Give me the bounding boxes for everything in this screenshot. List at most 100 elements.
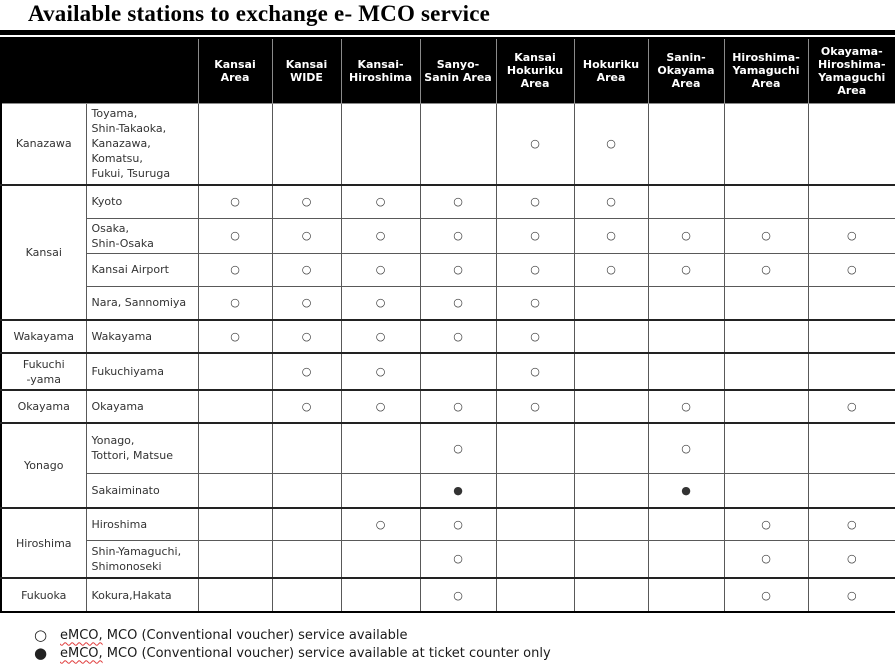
table-row: Hiroshima Hiroshima ○ ○ ○ ○ (0, 507, 895, 579)
column-header-kansai-area: Kansai Area (197, 37, 273, 104)
empty-mark-cell (807, 319, 895, 354)
open-circle-mark: ○ (573, 217, 649, 254)
open-circle-mark: ○ (419, 285, 497, 321)
legend-text: eMCO, MCO (Conventional voucher) service… (60, 646, 551, 661)
empty-mark-cell (271, 422, 342, 474)
station-cell: Sakaiminato (85, 472, 199, 509)
empty-mark-cell (573, 389, 649, 424)
empty-mark-cell (271, 102, 342, 186)
station-cell: Shin-Yamaguchi, Shimonoseki (85, 539, 199, 579)
empty-mark-cell (807, 422, 895, 474)
column-header-kansai-hiroshima: Kansai-Hiroshima (340, 37, 421, 104)
legend-text: eMCO, MCO (Conventional voucher) service… (60, 628, 408, 643)
empty-mark-cell (271, 472, 342, 509)
empty-mark-cell (647, 184, 725, 219)
station-availability-table: Kansai Area Kansai WIDE Kansai-Hiroshima… (0, 37, 895, 613)
open-circle-mark: ○ (807, 507, 895, 541)
open-circle-mark: ○ (340, 389, 421, 424)
open-circle-mark: ○ (495, 184, 575, 219)
empty-mark-cell (340, 472, 421, 509)
empty-mark-cell (197, 472, 273, 509)
empty-mark-cell (573, 472, 649, 509)
open-circle-mark: ○ (807, 389, 895, 424)
open-circle-mark: ○ (807, 577, 895, 613)
group-label-cell: Okayama (0, 389, 87, 424)
empty-mark-cell (271, 577, 342, 613)
open-circle-mark: ○ (340, 252, 421, 287)
empty-mark-cell (419, 352, 497, 391)
station-cell: Nara, Sannomiya (85, 285, 199, 321)
station-cell: Kyoto (85, 184, 199, 219)
open-circle-mark: ○ (419, 217, 497, 254)
legend-text-prefix: eMCO, (60, 645, 103, 661)
open-circle-mark: ○ (573, 102, 649, 186)
empty-mark-cell (723, 422, 809, 474)
empty-mark-cell (271, 507, 342, 541)
open-circle-mark: ○ (340, 184, 421, 219)
group-label-cell: Kansai (0, 184, 87, 321)
open-circle-mark: ○ (807, 252, 895, 287)
filled-circle-mark: ● (419, 472, 497, 509)
table-row: Kansai Kyoto ○ ○ ○ ○ ○ ○ (0, 184, 895, 321)
station-cell: Fukuchiyama (85, 352, 199, 391)
open-circle-mark: ○ (495, 217, 575, 254)
open-circle-mark: ○ (495, 252, 575, 287)
table-row: Shin-Yamaguchi, Shimonoseki ○ ○ ○ (1, 539, 895, 579)
station-cell: Hiroshima (85, 507, 199, 541)
empty-mark-cell (573, 577, 649, 613)
empty-mark-cell (647, 285, 725, 321)
open-circle-mark: ○ (340, 217, 421, 254)
empty-mark-cell (197, 422, 273, 474)
open-circle-mark: ○ (419, 507, 497, 541)
open-circle-mark: ○ (495, 352, 575, 391)
open-circle-mark: ○ (647, 422, 725, 474)
empty-mark-cell (647, 352, 725, 391)
open-circle-mark: ○ (271, 319, 342, 354)
empty-mark-cell (573, 285, 649, 321)
empty-mark-cell (807, 472, 895, 509)
open-circle-mark: ○ (495, 389, 575, 424)
column-header-okayama-hiroshima-yamaguchi-area: Okayama-Hiroshima-Yamaguchi Area (807, 37, 895, 104)
table-row: Sakaiminato ● ● (1, 472, 895, 509)
empty-mark-cell (573, 539, 649, 579)
empty-mark-cell (197, 102, 273, 186)
legend: ○ eMCO, MCO (Conventional voucher) servi… (34, 626, 895, 662)
open-circle-mark: ○ (271, 352, 342, 391)
open-circle-mark: ○ (419, 319, 497, 354)
empty-mark-cell (807, 102, 895, 186)
open-circle-mark: ○ (271, 389, 342, 424)
open-circle-mark: ○ (340, 319, 421, 354)
empty-mark-cell (723, 102, 809, 186)
group-label-cell: Hiroshima (0, 507, 87, 579)
empty-mark-cell (197, 539, 273, 579)
open-circle-mark: ○ (647, 252, 725, 287)
empty-mark-cell (197, 352, 273, 391)
empty-mark-cell (723, 319, 809, 354)
open-circle-mark: ○ (271, 252, 342, 287)
station-cell: Kokura,Hakata (85, 577, 199, 613)
table-row: Nara, Sannomiya ○ ○ ○ ○ ○ (1, 285, 895, 321)
open-circle-mark: ○ (197, 184, 273, 219)
open-circle-mark: ○ (573, 252, 649, 287)
empty-mark-cell (573, 507, 649, 541)
open-circle-mark: ○ (197, 319, 273, 354)
open-circle-mark: ○ (647, 217, 725, 254)
legend-item-filled-circle: ● eMCO, MCO (Conventional voucher) servi… (34, 644, 895, 662)
empty-mark-cell (723, 184, 809, 219)
open-circle-mark: ○ (807, 217, 895, 254)
open-circle-mark: ○ (419, 184, 497, 219)
empty-mark-cell (647, 319, 725, 354)
filled-circle-mark: ● (647, 472, 725, 509)
station-cell: Osaka, Shin-Osaka (85, 217, 199, 254)
empty-mark-cell (495, 422, 575, 474)
header-row: Kansai Area Kansai WIDE Kansai-Hiroshima… (0, 37, 895, 104)
empty-mark-cell (807, 352, 895, 391)
open-circle-mark: ○ (807, 539, 895, 579)
station-cell: Wakayama (85, 319, 199, 354)
empty-mark-cell (573, 319, 649, 354)
table-row: Fukuchi -yama Fukuchiyama ○ ○ ○ (0, 352, 895, 391)
open-circle-mark: ○ (495, 102, 575, 186)
open-circle-mark: ○ (419, 577, 497, 613)
empty-mark-cell (419, 102, 497, 186)
open-circle-mark: ○ (271, 217, 342, 254)
